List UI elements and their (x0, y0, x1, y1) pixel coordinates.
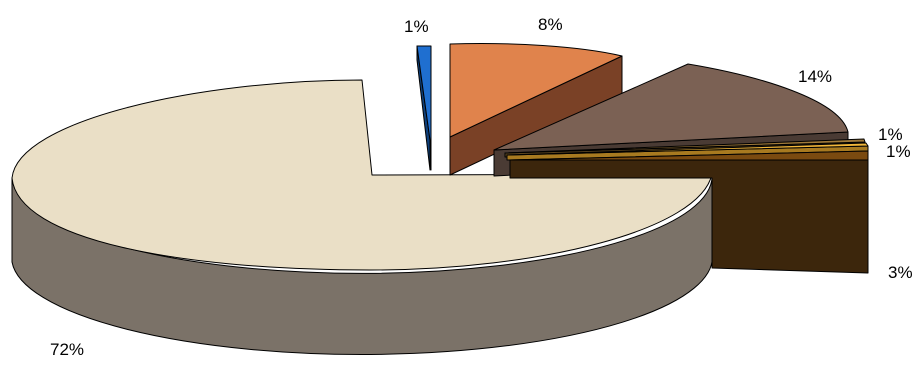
slice-1-a-top (416, 45, 432, 171)
slice-1-c-top (506, 142, 869, 156)
slice-1-a (416, 45, 432, 171)
slice-8-top (449, 43, 623, 138)
slice-3 (509, 150, 869, 274)
slice-72-top (11, 79, 713, 271)
slice-label-8: 8% (538, 15, 563, 34)
slice-label-72: 72% (50, 340, 84, 359)
slice-label-1-b: 1% (878, 125, 903, 144)
slice-label-1-c: 1% (886, 142, 911, 161)
slice-8 (449, 43, 623, 176)
slice-label-14: 14% (798, 67, 832, 86)
slice-label-1-a: 1% (404, 17, 429, 36)
slice-3-top (509, 150, 869, 161)
slice-label-3: 3% (888, 263, 913, 282)
slice-1-b-top (504, 138, 866, 154)
slice-14-top (493, 63, 849, 151)
